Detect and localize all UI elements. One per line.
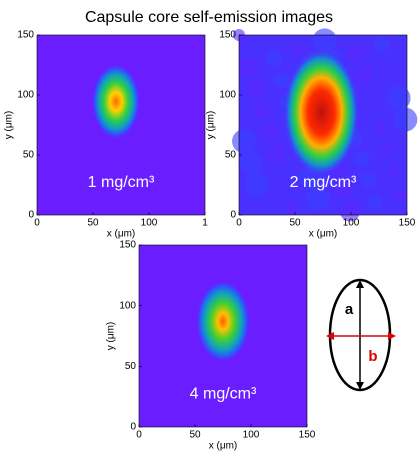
noise bbox=[387, 165, 400, 178]
label-a: a bbox=[345, 301, 354, 318]
figure-title: Capsule core self-emission images bbox=[85, 9, 333, 26]
x-tick-label: 50 bbox=[189, 430, 201, 441]
y-axis-label: y (μm) bbox=[206, 111, 217, 140]
noise bbox=[232, 129, 257, 154]
noise bbox=[245, 172, 270, 197]
noise bbox=[367, 194, 384, 211]
x-tick-label: 0 bbox=[136, 430, 142, 441]
y-tick-label: 150 bbox=[219, 30, 236, 41]
y-tick-label: 50 bbox=[125, 361, 137, 372]
noise bbox=[273, 72, 289, 88]
noise bbox=[373, 36, 390, 52]
plot-frame bbox=[138, 244, 308, 428]
noise bbox=[293, 43, 306, 56]
x-tick-label: 50 bbox=[289, 218, 301, 229]
noise bbox=[259, 122, 280, 143]
noise bbox=[353, 151, 370, 168]
noise bbox=[265, 143, 286, 164]
x-tick-label: 1 bbox=[202, 218, 208, 229]
noise bbox=[360, 172, 377, 189]
y-tick-label: 0 bbox=[130, 422, 136, 433]
y-tick-label: 50 bbox=[23, 150, 35, 161]
image-panel: 0 50 100 1 0 50 100 150 x (μm) y (μm) 1 mg/cm³ bbox=[4, 30, 209, 240]
noise bbox=[238, 150, 263, 175]
emission-blob bbox=[196, 280, 250, 363]
annotation: 2 mg/cm³ bbox=[290, 174, 357, 191]
x-axis-label: x (μm) bbox=[209, 441, 238, 452]
arrowhead bbox=[356, 280, 364, 288]
noise bbox=[353, 64, 374, 85]
x-tick-label: 100 bbox=[141, 218, 158, 229]
noise bbox=[339, 201, 360, 222]
noise bbox=[346, 43, 367, 63]
y-tick-label: 150 bbox=[119, 240, 136, 251]
image-panel: 0 50 100 150 0 50 100 150 x (μm) y (μm) 2 mg/cm³ bbox=[206, 28, 418, 240]
emission-blob bbox=[91, 64, 141, 140]
arrowhead bbox=[356, 382, 364, 390]
arrowhead bbox=[388, 332, 396, 340]
arrowhead bbox=[326, 332, 334, 340]
noise bbox=[239, 57, 260, 78]
x-tick-label: 0 bbox=[34, 218, 40, 229]
x-tick-label: 100 bbox=[243, 430, 260, 441]
noise bbox=[312, 28, 337, 53]
x-tick-label: 0 bbox=[236, 218, 242, 229]
noise bbox=[286, 201, 299, 214]
plot-frame bbox=[238, 34, 408, 216]
annotation: 4 mg/cm³ bbox=[190, 385, 257, 402]
y-tick-label: 0 bbox=[28, 210, 34, 221]
noise bbox=[245, 79, 266, 99]
noise bbox=[305, 186, 330, 211]
ellipse-diagram: a b bbox=[326, 278, 396, 392]
x-tick-label: 150 bbox=[399, 218, 416, 229]
y-tick-label: 100 bbox=[17, 90, 34, 101]
annotation: 1 mg/cm³ bbox=[88, 174, 155, 191]
noise bbox=[393, 107, 418, 132]
plot-frame bbox=[36, 34, 206, 216]
noise bbox=[374, 122, 387, 135]
x-axis-label: x (μm) bbox=[309, 229, 338, 240]
noise bbox=[333, 179, 354, 200]
y-axis-label: y (μm) bbox=[4, 111, 15, 140]
y-tick-label: 100 bbox=[119, 300, 136, 311]
y-axis-label: y (μm) bbox=[106, 322, 117, 351]
y-tick-label: 100 bbox=[219, 90, 236, 101]
y-tick-label: 0 bbox=[230, 210, 236, 221]
x-axis-label: x (μm) bbox=[107, 229, 136, 240]
noise bbox=[380, 144, 393, 157]
y-tick-label: 50 bbox=[225, 150, 237, 161]
label-b: b bbox=[368, 348, 377, 365]
noise bbox=[386, 86, 411, 110]
x-tick-label: 150 bbox=[299, 430, 316, 441]
noise bbox=[394, 187, 407, 200]
y-tick-label: 150 bbox=[17, 30, 34, 41]
emission-blob bbox=[283, 49, 359, 176]
noise bbox=[252, 100, 273, 121]
noise bbox=[266, 50, 283, 67]
x-tick-label: 100 bbox=[343, 218, 360, 229]
image-panel: 0 50 100 150 0 50 100 150 x (μm) y (μm) 4 mg/cm³ bbox=[106, 240, 316, 452]
x-tick-label: 50 bbox=[87, 218, 99, 229]
